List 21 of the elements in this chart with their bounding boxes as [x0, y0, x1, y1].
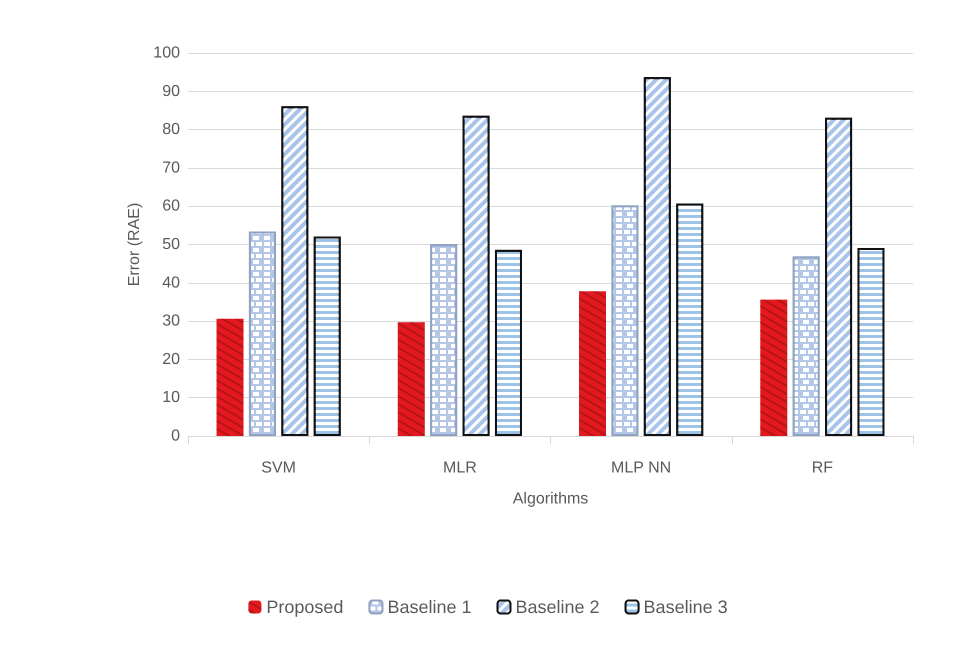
y-tick-label: 10: [162, 389, 180, 406]
y-axis-title: Error (RAE): [126, 202, 143, 286]
y-tick-label: 80: [162, 121, 180, 138]
legend-label: Baseline 3: [644, 597, 728, 617]
x-tick-label: MLR: [442, 460, 477, 476]
y-tick-label: 20: [162, 350, 180, 368]
x-axis-title: Algorithms: [512, 490, 588, 508]
y-tick-label: 50: [162, 236, 180, 253]
legend-label: Baseline 2: [516, 597, 600, 617]
legend-label: Baseline 1: [387, 597, 472, 617]
y-tick-label: 0: [171, 428, 180, 444]
legend-label: Proposed: [266, 597, 344, 617]
y-tick-label: 70: [162, 159, 180, 176]
x-tick-label: RF: [812, 460, 834, 476]
y-tick-label: 30: [162, 312, 180, 330]
x-tick-label: MLP NN: [611, 460, 672, 476]
y-tick-label: 90: [162, 82, 180, 100]
y-tick-label: 60: [162, 198, 180, 215]
y-tick-label: 40: [162, 274, 180, 292]
y-tick-label: 100: [153, 44, 180, 62]
x-tick-label: SVM: [261, 460, 296, 476]
